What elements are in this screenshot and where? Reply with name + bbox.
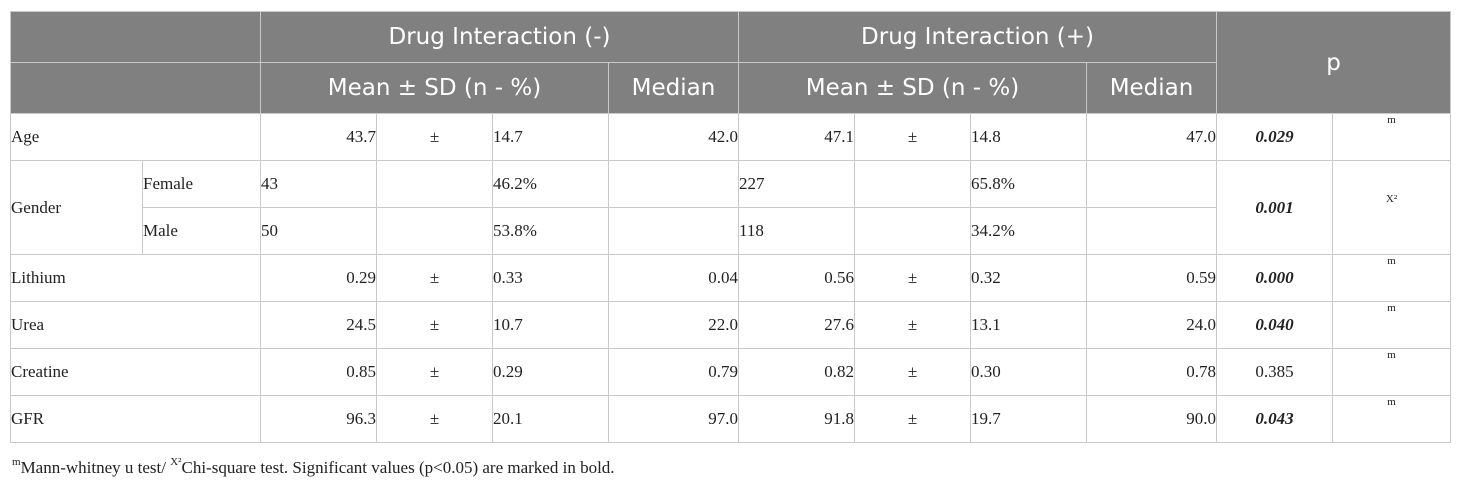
plus-minus: ±: [376, 113, 493, 161]
p-value: 0.029: [1216, 113, 1334, 161]
median-negative: 0.04: [608, 254, 739, 302]
empty-cell: [854, 160, 971, 208]
sd-positive: 0.32: [970, 254, 1087, 302]
median-negative: 97.0: [608, 395, 739, 443]
count-positive: 227: [738, 160, 855, 208]
plus-minus: ±: [376, 254, 493, 302]
table-row-gender-female: Gender Female 43 46.2% 227 65.8% 0.001 X…: [10, 160, 1452, 255]
test-marker: m: [1332, 301, 1452, 349]
mean-positive: 47.1: [738, 113, 855, 161]
sd-positive: 13.1: [970, 301, 1087, 349]
mean-positive: 91.8: [738, 395, 855, 443]
median-positive: 24.0: [1085, 301, 1218, 349]
footnote-m-text: Mann-whitney u test/: [20, 458, 171, 477]
percent-positive: 65.8%: [970, 160, 1087, 208]
header-p: p: [1216, 11, 1452, 114]
row-label: Lithium: [10, 254, 261, 302]
header-median-negative: Median: [608, 62, 739, 114]
median-positive: 47.0: [1085, 113, 1218, 161]
table-row-lithium: Lithium 0.29 ± 0.33 0.04 0.56 ± 0.32 0.5…: [10, 254, 1452, 302]
table-row-gfr: GFR 96.3 ± 20.1 97.0 91.8 ± 19.7 90.0 0.…: [10, 395, 1452, 443]
median-negative: 22.0: [608, 301, 739, 349]
table-row-urea: Urea 24.5 ± 10.7 22.0 27.6 ± 13.1 24.0 0…: [10, 301, 1452, 349]
footnote-x-text: Chi-square test. Significant values (p<0…: [181, 458, 615, 477]
plus-minus: ±: [376, 395, 493, 443]
empty-cell: [1085, 207, 1218, 255]
empty-cell: [1085, 160, 1218, 208]
test-marker: m: [1332, 395, 1452, 443]
mean-negative: 24.5: [260, 301, 377, 349]
sd-negative: 0.33: [492, 254, 609, 302]
header-mean-sd-negative: Mean ± SD (n - %): [260, 62, 609, 114]
median-negative: 0.79: [608, 348, 739, 396]
sd-negative: 10.7: [492, 301, 609, 349]
mean-positive: 0.82: [738, 348, 855, 396]
sub-row-label: Female: [142, 160, 261, 208]
median-positive: 0.78: [1085, 348, 1218, 396]
row-label: GFR: [10, 395, 261, 443]
header-blank-cell-2: [10, 62, 261, 114]
count-negative: 50: [260, 207, 377, 255]
row-label: Urea: [10, 301, 261, 349]
empty-cell: [608, 160, 739, 208]
sd-positive: 14.8: [970, 113, 1087, 161]
footnote-m-marker: m: [12, 456, 21, 468]
header-blank-cell: [10, 11, 261, 63]
test-marker: m: [1332, 113, 1452, 161]
median-positive: 90.0: [1085, 395, 1218, 443]
row-label: Creatine: [10, 348, 261, 396]
empty-cell: [608, 207, 739, 255]
plus-minus: ±: [854, 113, 971, 161]
percent-negative: 53.8%: [492, 207, 609, 255]
percent-negative: 46.2%: [492, 160, 609, 208]
test-marker: m: [1332, 254, 1452, 302]
table-row-age: Age 43.7 ± 14.7 42.0 47.1 ± 14.8 47.0 0.…: [10, 113, 1452, 161]
plus-minus: ±: [376, 301, 493, 349]
table-row-creatine: Creatine 0.85 ± 0.29 0.79 0.82 ± 0.30 0.…: [10, 348, 1452, 396]
plus-minus: ±: [854, 301, 971, 349]
header-median-positive: Median: [1085, 62, 1218, 114]
percent-positive: 34.2%: [970, 207, 1087, 255]
plus-minus: ±: [376, 348, 493, 396]
header-mean-sd-positive: Mean ± SD (n - %): [738, 62, 1087, 114]
median-negative: 42.0: [608, 113, 739, 161]
test-marker: m: [1332, 348, 1452, 396]
mean-positive: 0.56: [738, 254, 855, 302]
row-label: Age: [10, 113, 261, 161]
test-marker: X²: [1332, 160, 1452, 255]
sd-positive: 19.7: [970, 395, 1087, 443]
sd-negative: 0.29: [492, 348, 609, 396]
header-group-positive: Drug Interaction (+): [737, 11, 1218, 63]
mean-negative: 0.85: [260, 348, 377, 396]
p-value: 0.001: [1216, 160, 1334, 255]
sd-negative: 14.7: [492, 113, 609, 161]
results-table: Drug Interaction (-) Drug Interaction (+…: [10, 11, 1452, 443]
plus-minus: ±: [854, 348, 971, 396]
table-row-gender-male: Male 50 53.8% 118 34.2%: [11, 207, 1451, 255]
sub-row-label: Male: [142, 207, 261, 255]
p-value: 0.043: [1216, 395, 1334, 443]
mean-negative: 96.3: [260, 395, 377, 443]
p-value: 0.000: [1216, 254, 1334, 302]
empty-cell: [376, 207, 493, 255]
median-positive: 0.59: [1085, 254, 1218, 302]
mean-negative: 43.7: [260, 113, 377, 161]
footnote-x-marker: X²: [170, 456, 182, 468]
row-label: Gender: [10, 160, 143, 255]
empty-cell: [854, 207, 971, 255]
mean-negative: 0.29: [260, 254, 377, 302]
plus-minus: ±: [854, 254, 971, 302]
p-value: 0.040: [1216, 301, 1334, 349]
mean-positive: 27.6: [738, 301, 855, 349]
header-group-negative: Drug Interaction (-): [260, 11, 739, 63]
table-footnote: mMann-whitney u test/ X²Chi-square test.…: [12, 456, 615, 478]
p-value: 0.385: [1216, 348, 1334, 396]
sd-positive: 0.30: [970, 348, 1087, 396]
sd-negative: 20.1: [492, 395, 609, 443]
count-positive: 118: [738, 207, 855, 255]
plus-minus: ±: [854, 395, 971, 443]
count-negative: 43: [260, 160, 377, 208]
empty-cell: [376, 160, 493, 208]
